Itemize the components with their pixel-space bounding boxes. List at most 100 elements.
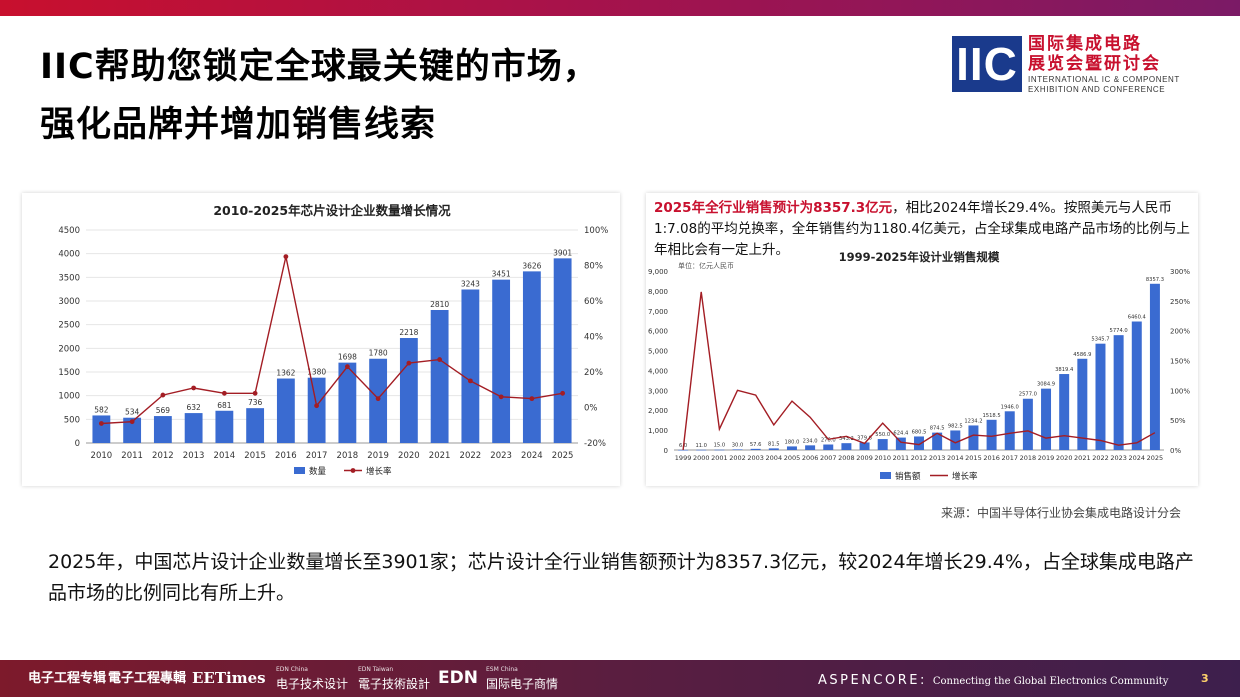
iic-logo-mark-text: IIC — [956, 38, 1018, 90]
growth-rate-point — [314, 403, 320, 409]
y-left-tick-label: 2,000 — [648, 407, 668, 415]
x-tick-label: 2012 — [152, 451, 174, 461]
bar — [1041, 388, 1052, 450]
growth-rate-point — [529, 396, 535, 402]
bar — [805, 445, 816, 450]
legend-label-bars: 数量 — [309, 466, 327, 477]
growth-rate-point — [283, 254, 289, 260]
x-tick-label: 2018 — [1020, 454, 1037, 462]
chart-panel-companies: 2010-2025年芯片设计企业数量增长情况 0 500 1000 1500 2000 25… — [22, 193, 620, 486]
aspencore-brand: ASPENCORE: Connecting the Global Electron… — [818, 660, 1168, 700]
bar-data-label: 632 — [186, 403, 201, 412]
brand-edn: EDN — [438, 668, 478, 688]
legend-label-line: 增长率 — [366, 466, 392, 477]
y-right-tick-label: 40% — [584, 333, 603, 343]
bar — [1095, 343, 1106, 450]
bar — [399, 338, 418, 443]
bar-data-label: 1946.0 — [1001, 404, 1019, 410]
x-tick-label: 2003 — [747, 454, 764, 462]
chart-panel-sales: 1999-2025年设计业销售规模 单位：亿元人民币 0 1,000 2,000 3,00… — [646, 193, 1198, 486]
x-tick-label: 2015 — [244, 451, 266, 461]
aspencore-name: ASPENCORE: — [818, 673, 927, 688]
legend-swatch-bars — [294, 467, 305, 474]
bar-data-label: 30.0 — [732, 442, 744, 448]
growth-rate-line — [101, 256, 563, 425]
x-tick-label: 2016 — [275, 451, 297, 461]
growth-rate-point — [191, 385, 197, 391]
growth-rate-point — [221, 390, 227, 396]
x-tick-label: 2010 — [91, 451, 113, 461]
bar — [430, 309, 449, 443]
y-right-tick-label: 0% — [1170, 447, 1181, 455]
bar — [1022, 398, 1033, 450]
x-tick-label: 2010 — [874, 454, 891, 462]
x-tick-label: 2022 — [460, 451, 482, 461]
y-left-tick-label: 4,000 — [648, 367, 668, 375]
x-tick-label: 2011 — [121, 451, 143, 461]
x-tick-label: 2019 — [367, 451, 389, 461]
bar-data-label: 180.0 — [785, 439, 800, 445]
x-tick-label: 2024 — [521, 451, 543, 461]
bar — [246, 408, 265, 443]
x-tick-label: 2021 — [429, 451, 451, 461]
bar-data-label: 3901 — [553, 248, 572, 257]
legend-label-bars: 销售额 — [895, 471, 921, 482]
growth-rate-point — [252, 390, 258, 396]
y-left-tick-label: 1000 — [58, 392, 80, 402]
bar-data-label: 379.6 — [857, 435, 872, 441]
y-left-tick-label: 2500 — [58, 321, 80, 331]
growth-rate-point — [437, 357, 443, 362]
bar-data-label: 234.0 — [803, 438, 818, 444]
brand-edn-taiwan-small: EDN Taiwan — [358, 666, 394, 673]
bar — [1004, 411, 1015, 450]
x-tick-label: 2013 — [183, 451, 205, 461]
sales-caption: 2025年全行业销售预计为8357.3亿元，相比2024年增长29.4%。按照美… — [654, 198, 1202, 261]
bar-data-label: 4586.9 — [1073, 352, 1091, 358]
bar — [522, 271, 541, 443]
y-left-tick-label: 9,000 — [648, 268, 668, 276]
bar — [184, 413, 203, 443]
bar — [696, 449, 707, 451]
x-tick-label: 2002 — [729, 454, 746, 462]
x-tick-label: 2024 — [1129, 454, 1146, 462]
brand-edn-taiwan-name: 電子技術設計 — [358, 677, 431, 691]
bar — [841, 443, 852, 450]
x-tick-label: 2020 — [398, 451, 420, 461]
logo-cn-line1: 国际集成电路 — [1028, 34, 1142, 54]
bar — [1059, 374, 1070, 450]
growth-rate-point — [375, 396, 381, 402]
bar-data-label: 680.5 — [912, 429, 927, 435]
brand-eetimes: EETimes — [192, 669, 266, 687]
company-count-chart: 2010-2025年芯片设计企业数量增长情况 0 500 1000 1500 2000 25… — [58, 203, 608, 477]
bar — [153, 416, 172, 443]
bar — [461, 289, 480, 443]
bar-data-label: 3626 — [522, 261, 541, 270]
bar-data-label: 624.4 — [893, 431, 909, 437]
bar-data-label: 2577.0 — [1019, 392, 1037, 398]
y-left-tick-label: 4500 — [58, 226, 80, 236]
y-right-tick-label: 50% — [1170, 417, 1186, 425]
page-title-line2: 强化品牌并增加销售线索 — [40, 105, 437, 145]
growth-rate-point — [498, 394, 504, 400]
bar-data-label: 1380 — [307, 368, 326, 377]
chart-unit-label: 单位：亿元人民币 — [678, 261, 734, 270]
growth-rate-point — [560, 390, 566, 396]
bar-data-label: 57.6 — [750, 442, 762, 448]
x-tick-label: 2017 — [306, 451, 328, 461]
page-title-line1: IIC帮助您锁定全球最关键的市场， — [40, 47, 599, 87]
y-left-tick-label: 4000 — [58, 250, 80, 260]
x-tick-label: 2009 — [856, 454, 873, 462]
y-left-tick-label: 500 — [64, 415, 80, 425]
y-right-tick-label: 200% — [1170, 328, 1190, 336]
page-title: IIC帮助您锁定全球最关键的市场， 强化品牌并增加销售线索 — [40, 38, 599, 154]
brand-edn-taiwan: EDN Taiwan 電子技術設計 — [358, 660, 430, 692]
growth-rate-point — [129, 419, 135, 425]
x-tick-label: 2023 — [1110, 454, 1127, 462]
bar-data-label: 3819.4 — [1055, 367, 1074, 373]
growth-rate-point — [344, 364, 350, 370]
bar-data-label: 3243 — [461, 279, 480, 288]
brand-edn-china-name: 电子技术设计 — [276, 677, 349, 691]
brand-eettaiwan: 電子工程專輯 — [108, 671, 187, 686]
y-left-tick-label: 3500 — [58, 273, 80, 283]
bar — [123, 417, 142, 443]
